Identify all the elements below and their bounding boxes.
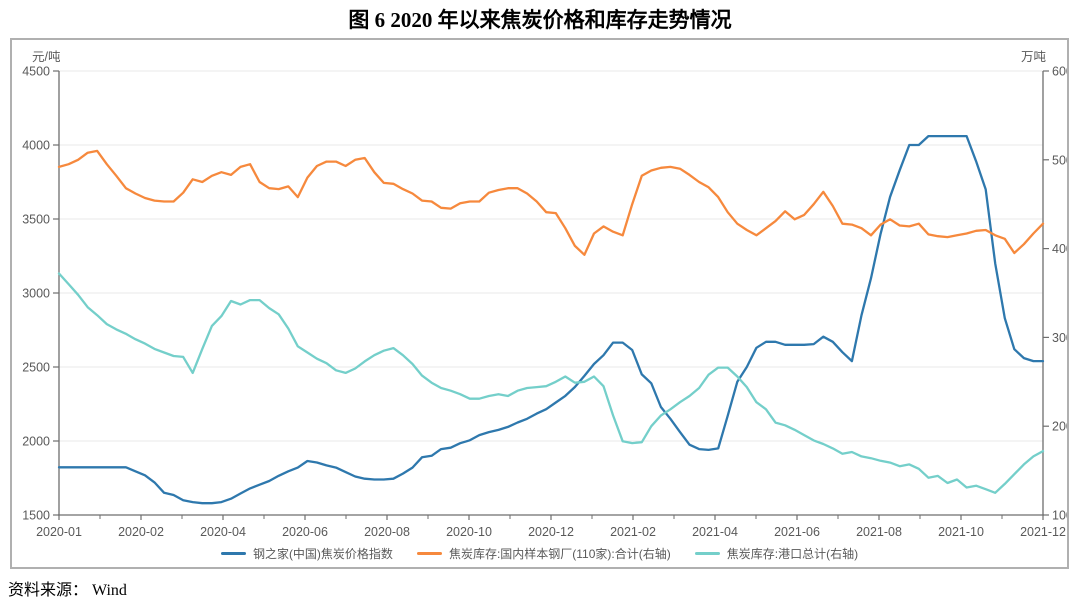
legend-label: 焦炭库存:国内样本钢厂(110家):合计(右轴)	[448, 547, 671, 561]
legend-item-port-inventory: 焦炭库存:港口总计(右轴)	[694, 545, 859, 562]
svg-text:2020-02: 2020-02	[118, 525, 164, 539]
svg-text:500: 500	[1052, 153, 1067, 167]
svg-text:2020-04: 2020-04	[200, 525, 246, 539]
svg-text:2020-06: 2020-06	[282, 525, 328, 539]
chart-legend: 钢之家(中国)焦炭价格指数 焦炭库存:国内样本钢厂(110家):合计(右轴) 焦…	[12, 545, 1067, 562]
chart-frame: 4500 4000 3500 3000 2500 2000 1500 600 500 400 300…	[10, 38, 1069, 569]
svg-text:元/吨: 元/吨	[32, 50, 61, 64]
svg-text:3500: 3500	[22, 213, 50, 227]
svg-text:300: 300	[1052, 331, 1067, 345]
svg-text:2020-12: 2020-12	[528, 525, 574, 539]
svg-text:2021-02: 2021-02	[610, 525, 656, 539]
legend-line-swatch-blue	[220, 552, 246, 555]
legend-line-swatch-teal	[694, 552, 720, 555]
legend-line-swatch-orange	[416, 552, 442, 555]
figure-title: 图 6 2020 年以来焦炭价格和库存走势情况	[348, 8, 732, 32]
legend-label: 焦炭库存:港口总计(右轴)	[726, 547, 859, 561]
svg-text:100: 100	[1052, 509, 1067, 523]
svg-text:2020-10: 2020-10	[446, 525, 492, 539]
svg-text:600: 600	[1052, 65, 1067, 79]
svg-text:万吨: 万吨	[1021, 50, 1047, 64]
svg-text:400: 400	[1052, 242, 1067, 256]
svg-text:3000: 3000	[22, 287, 50, 301]
source-note: 资料来源： Wind	[8, 582, 127, 599]
svg-text:2021-08: 2021-08	[856, 525, 902, 539]
svg-text:4000: 4000	[22, 139, 50, 153]
legend-item-price-index: 钢之家(中国)焦炭价格指数	[220, 545, 393, 562]
svg-text:2021-06: 2021-06	[774, 525, 820, 539]
svg-text:4500: 4500	[22, 65, 50, 79]
svg-text:2000: 2000	[22, 435, 50, 449]
legend-item-mill-inventory: 焦炭库存:国内样本钢厂(110家):合计(右轴)	[416, 545, 671, 562]
line-chart: 4500 4000 3500 3000 2500 2000 1500 600 500 400 300…	[22, 50, 1067, 539]
svg-text:2021-04: 2021-04	[692, 525, 738, 539]
svg-text:2020-08: 2020-08	[364, 525, 410, 539]
svg-text:2500: 2500	[22, 361, 50, 375]
svg-text:2021-12: 2021-12	[1020, 525, 1066, 539]
legend-label: 钢之家(中国)焦炭价格指数	[252, 547, 393, 561]
svg-text:200: 200	[1052, 420, 1067, 434]
svg-text:2020-01: 2020-01	[36, 525, 82, 539]
svg-text:1500: 1500	[22, 509, 50, 523]
svg-text:2021-10: 2021-10	[938, 525, 984, 539]
